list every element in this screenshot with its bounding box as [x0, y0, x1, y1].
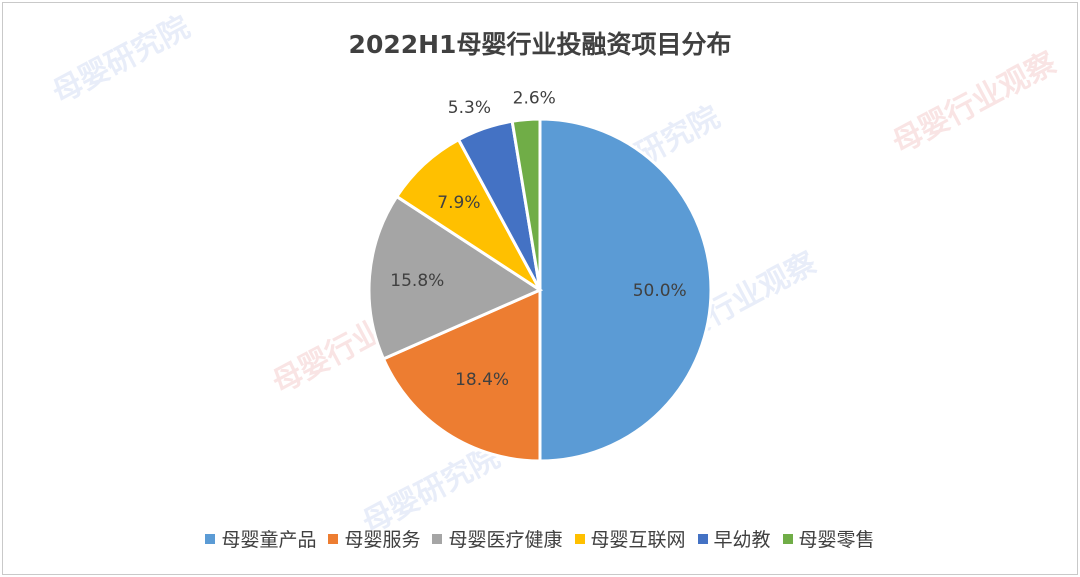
legend-swatch: [432, 533, 443, 544]
pie-chart: 50.0% 18.4% 15.8% 7.9% 5.3% 2.6%: [367, 88, 713, 463]
slice-value-label: 2.6%: [513, 88, 556, 108]
legend-item: 母婴服务: [328, 525, 420, 552]
legend-item: 母婴互联网: [574, 525, 686, 552]
slice-value-label: 15.8%: [390, 271, 444, 291]
slice-value-label: 7.9%: [437, 193, 480, 213]
legend-label: 早幼教: [713, 529, 771, 551]
legend-label: 母婴互联网: [590, 529, 686, 551]
legend-label: 母婴零售: [798, 529, 875, 551]
legend-label: 母婴童产品: [221, 529, 317, 551]
legend-label: 母婴服务: [344, 529, 421, 551]
pie-slice: [381, 287, 542, 463]
legend-label: 母婴医疗健康: [448, 529, 563, 551]
pie-slice: [510, 117, 542, 291]
legend-item: 早幼教: [697, 525, 771, 552]
legend-item: 母婴医疗健康: [432, 525, 563, 552]
legend-item: 母婴童产品: [205, 525, 316, 552]
legend-swatch: [782, 533, 793, 544]
pie-slice: [367, 194, 544, 361]
slice-value-label: 50.0%: [633, 281, 687, 301]
pie-slice: [538, 117, 713, 463]
chart-title: 2022H1母婴行业投融资项目分布: [348, 30, 732, 59]
legend-swatch: [697, 533, 708, 544]
legend-swatch: [328, 533, 339, 544]
legend-swatch: [574, 533, 585, 544]
slice-value-label: 18.4%: [455, 370, 509, 390]
legend-swatch: [205, 533, 216, 544]
chart-legend: 母婴童产品 母婴服务 母婴医疗健康 母婴互联网 早幼教 母婴零售: [3, 525, 1077, 552]
legend-item: 母婴零售: [782, 525, 875, 552]
slice-value-label: 5.3%: [448, 98, 491, 118]
